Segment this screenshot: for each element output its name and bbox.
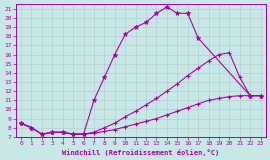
- X-axis label: Windchill (Refroidissement éolien,°C): Windchill (Refroidissement éolien,°C): [62, 149, 220, 156]
